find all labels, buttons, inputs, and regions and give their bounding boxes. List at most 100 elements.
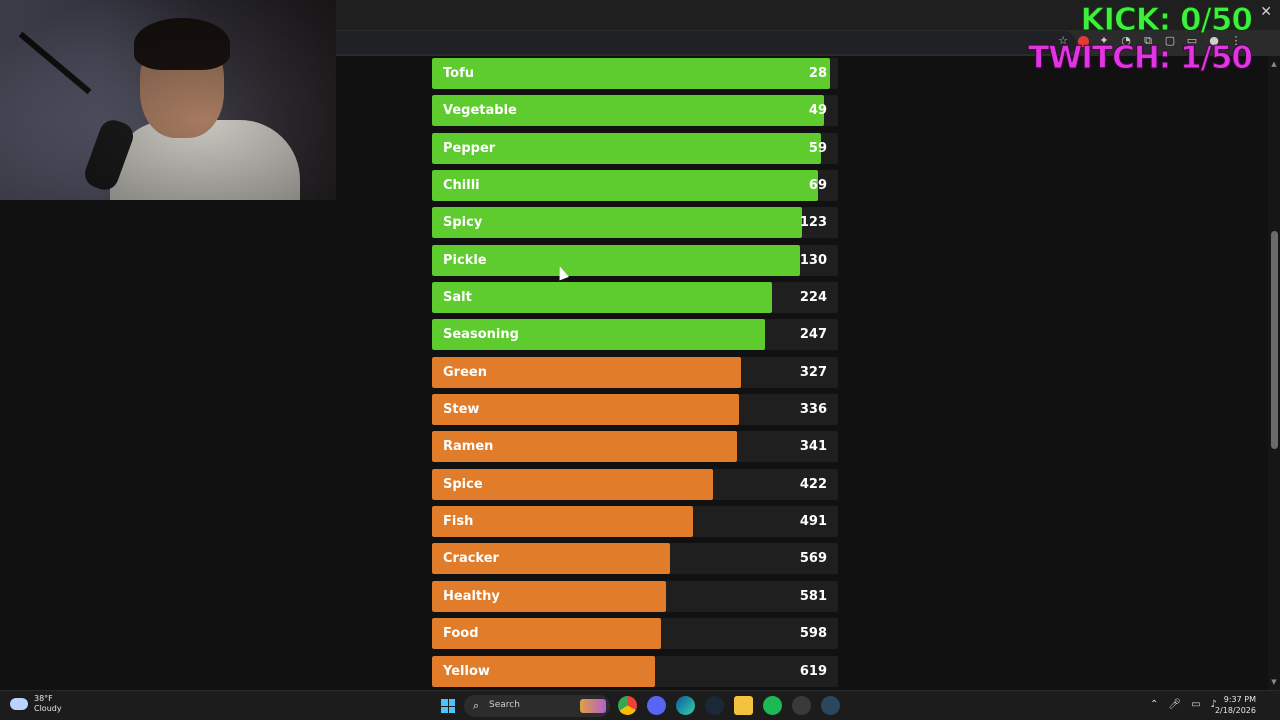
scroll-up-icon[interactable]: ▲ xyxy=(1271,60,1277,68)
bar-label: Cracker xyxy=(443,551,499,567)
bar-label: Seasoning xyxy=(443,327,519,343)
bar-label: Salt xyxy=(443,290,472,306)
bar-label: Spice xyxy=(443,476,483,492)
scroll-thumb[interactable] xyxy=(1271,231,1278,449)
extensions-puzzle-icon[interactable]: ⧉ xyxy=(1144,34,1152,47)
profile-avatar-icon[interactable]: ● xyxy=(1209,34,1219,47)
bar-row: Healthy 581 xyxy=(432,580,838,612)
bar-fill xyxy=(432,468,713,500)
bar-fill xyxy=(432,207,802,239)
bar-label: Pepper xyxy=(443,140,496,156)
bar-label: Stew xyxy=(443,402,480,418)
extension-icon[interactable]: ▢ xyxy=(1164,34,1176,47)
bar-label: Ramen xyxy=(443,439,494,455)
bar-label: Healthy xyxy=(443,588,500,604)
windows-start-icon[interactable] xyxy=(441,699,455,713)
microphone-icon[interactable]: 🎤︎ xyxy=(1168,699,1182,710)
steam-icon[interactable] xyxy=(705,696,724,715)
bar-value: 59 xyxy=(808,140,827,156)
taskbar-search[interactable]: ⌕ Search xyxy=(464,695,610,717)
bar-label: Spicy xyxy=(443,215,483,231)
bar-label: Food xyxy=(443,626,479,642)
spotify-icon[interactable] xyxy=(763,696,782,715)
bar-value: 581 xyxy=(799,588,827,604)
bar-fill xyxy=(432,58,830,89)
system-tray: ⌃ 🎤︎ ▭ ♪ xyxy=(1150,699,1217,710)
bar-fill xyxy=(432,356,741,388)
discord-icon[interactable] xyxy=(647,696,666,715)
taskbar-clock[interactable]: 9:37 PM 2/18/2026 xyxy=(1215,694,1256,716)
webcam-feed xyxy=(0,0,336,200)
extension-red-icon[interactable] xyxy=(1078,35,1089,47)
file-explorer-icon[interactable] xyxy=(734,696,753,715)
bar-value: 491 xyxy=(799,514,827,530)
bar-value: 422 xyxy=(799,476,827,492)
bar-fill xyxy=(432,394,739,426)
chevron-up-icon[interactable]: ⌃ xyxy=(1150,699,1159,710)
weather-widget[interactable]: 38°F Cloudy xyxy=(10,694,62,714)
address-bar[interactable] xyxy=(336,31,1076,54)
bar-value: 69 xyxy=(808,178,827,194)
bar-value: 224 xyxy=(799,290,827,306)
bar-fill xyxy=(432,543,670,575)
chrome-icon[interactable] xyxy=(618,696,637,715)
bar-row: Salt 224 xyxy=(432,282,838,314)
taskbar-apps xyxy=(618,696,840,715)
bar-row: Yellow 619 xyxy=(432,655,838,687)
streamer-hair xyxy=(134,18,230,70)
bar-fill xyxy=(432,282,772,314)
bar-value: 49 xyxy=(808,103,827,119)
steam-alt-icon[interactable] xyxy=(821,696,840,715)
obs-icon[interactable] xyxy=(792,696,811,715)
bar-row: Green 327 xyxy=(432,356,838,388)
weather-condition: Cloudy xyxy=(34,704,62,713)
display-icon[interactable]: ▭ xyxy=(1191,699,1201,710)
clock-time: 9:37 PM xyxy=(1223,695,1256,704)
weather-temperature: 38°F xyxy=(34,694,53,703)
bar-row: Pepper 59 xyxy=(432,132,838,164)
page-scrollbar[interactable]: ▲ ▼ xyxy=(1268,56,1280,690)
bar-row: Fish 491 xyxy=(432,506,838,538)
streamer-body xyxy=(110,120,300,200)
bar-value: 123 xyxy=(799,215,827,231)
bar-value: 336 xyxy=(799,402,827,418)
bar-value: 598 xyxy=(799,626,827,642)
edge-icon[interactable] xyxy=(676,696,695,715)
bar-label: Vegetable xyxy=(443,103,517,119)
bar-row: Spice 422 xyxy=(432,468,838,500)
bar-row: Seasoning 247 xyxy=(432,319,838,351)
bar-row: Pickle 130 xyxy=(432,244,838,276)
taskbar: 38°F Cloudy ⌕ Search ⌃ 🎤︎ ▭ ♪ 9:37 xyxy=(0,690,1280,720)
bar-row: Food 598 xyxy=(432,618,838,650)
bar-row: Cracker 569 xyxy=(432,543,838,575)
window-close-icon[interactable]: ✕ xyxy=(1260,4,1272,20)
bar-label: Green xyxy=(443,364,487,380)
bar-label: Pickle xyxy=(443,252,487,268)
bar-value: 341 xyxy=(799,439,827,455)
bar-row: Spicy 123 xyxy=(432,207,838,239)
extension-icon[interactable]: ◔ xyxy=(1121,34,1131,47)
bar-fill xyxy=(432,506,693,538)
bar-row: Vegetable 49 xyxy=(432,95,838,127)
clock-date: 2/18/2026 xyxy=(1214,706,1256,715)
bar-value: 247 xyxy=(799,327,827,343)
bar-fill xyxy=(432,431,737,463)
bar-fill xyxy=(432,580,666,612)
speaker-icon[interactable]: ♪ xyxy=(1210,699,1217,710)
bar-row: Tofu 28 xyxy=(432,58,838,89)
bar-row: Stew 336 xyxy=(432,394,838,426)
extension-icon[interactable]: ✦ xyxy=(1099,34,1109,47)
bar-value: 619 xyxy=(799,663,827,679)
bar-fill xyxy=(432,244,800,276)
browser-menu-icon[interactable]: ⋮ xyxy=(1230,34,1242,47)
extension-icon[interactable]: ▭ xyxy=(1186,34,1198,47)
search-highlight-icon xyxy=(580,699,606,713)
ranking-bar-chart: Tofu 28 Vegetable 49 Pepper 59 Chilli 69 Spicy 12… xyxy=(432,58,838,693)
bookmark-star-icon[interactable]: ☆ xyxy=(1058,34,1068,47)
search-icon: ⌕ xyxy=(473,699,480,712)
bar-label: Yellow xyxy=(443,663,490,679)
bar-fill xyxy=(432,319,765,351)
scroll-down-icon[interactable]: ▼ xyxy=(1271,678,1277,686)
cloud-icon xyxy=(10,698,28,710)
